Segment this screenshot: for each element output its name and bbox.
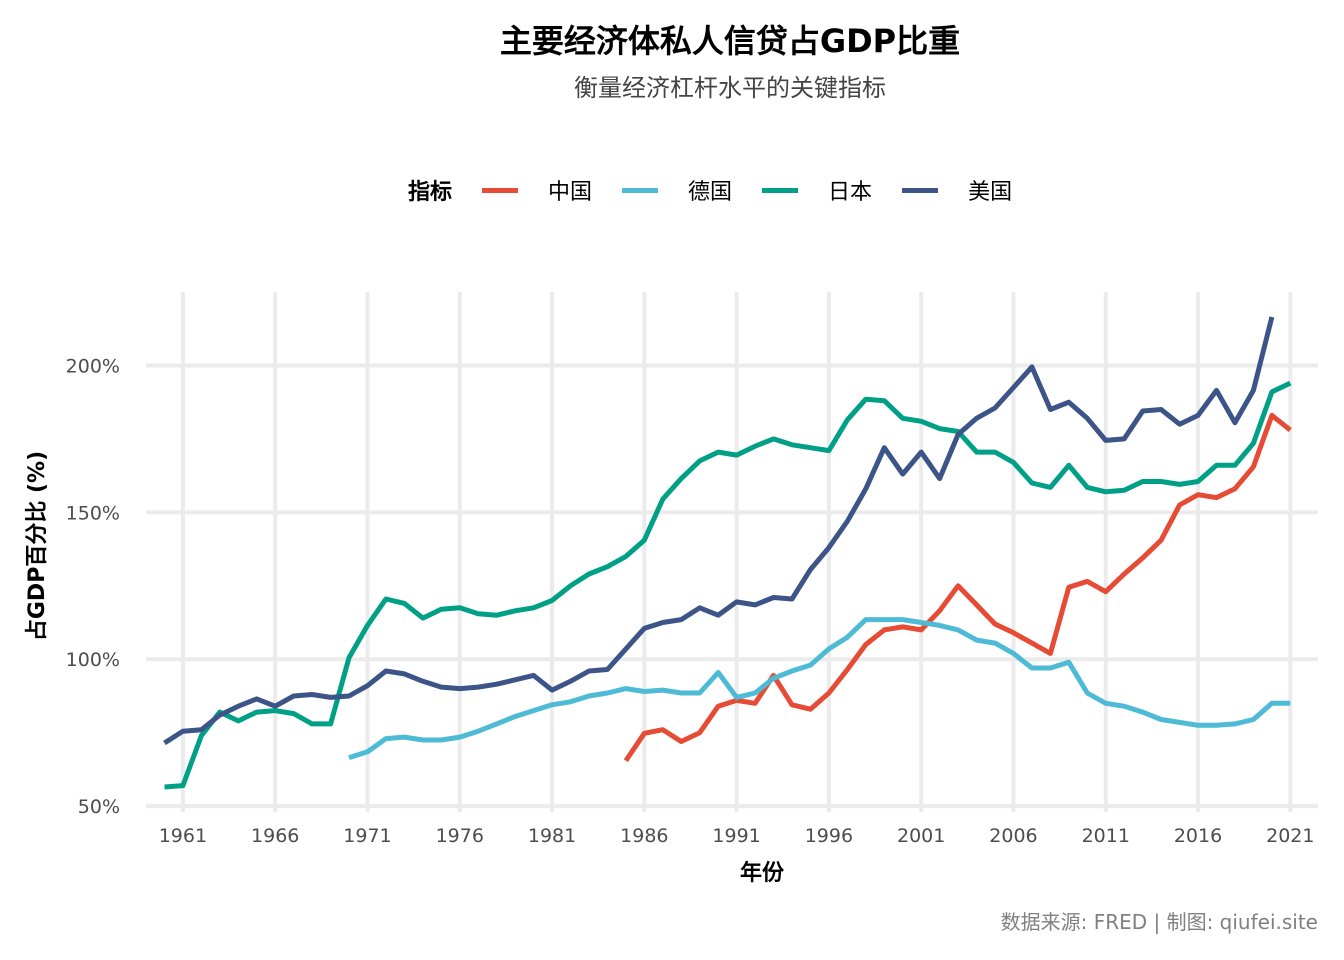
legend-swatch-usa [902,187,939,193]
legend-item-usa: 美国 [902,174,1012,206]
y-axis-title: 占GDP百分比 (%) [25,451,50,641]
x-tick-label: 1981 [528,825,576,847]
legend-label-japan: 日本 [828,180,873,205]
source-caption: 数据来源: FRED | 制图: qiufei.site [1000,910,1318,934]
legend-label-usa: 美国 [968,180,1013,205]
x-tick-label: 1976 [436,825,484,847]
x-tick-label: 2006 [989,825,1037,847]
series-line-japan [164,380,1292,790]
series-line-usa [163,316,1275,746]
x-tick-label: 2021 [1266,825,1314,847]
x-tick-label: 2001 [897,825,945,847]
x-tick-label: 1991 [712,825,760,847]
legend-swatch-china [482,187,519,193]
x-tick-label: 1961 [159,825,207,847]
y-tick-label: 200% [66,355,120,377]
y-tick-label: 50% [78,796,120,818]
legend: 指标 中国 德国 日本 美国 [408,172,1042,208]
legend-title: 指标 [408,180,453,205]
series-line-germany [348,617,1291,760]
series-line-china [623,412,1292,762]
x-tick-label: 1966 [251,825,299,847]
x-tick-label: 2016 [1174,825,1222,847]
legend-label-china: 中国 [548,180,593,205]
legend-label-germany: 德国 [688,180,733,205]
legend-swatch-germany [622,187,659,193]
legend-item-germany: 德国 [622,174,732,206]
chart-title: 主要经济体私人信贷占GDP比重 [499,22,961,60]
x-tick-label: 1986 [620,825,668,847]
x-tick-label: 2011 [1082,825,1130,847]
y-tick-label: 100% [66,649,120,671]
chart-subtitle: 衡量经济杠杆水平的关键指标 [574,74,886,102]
legend-item-china: 中国 [482,174,592,206]
legend-swatch-japan [762,187,799,193]
x-tick-label: 1996 [805,825,853,847]
y-tick-label: 150% [66,502,120,524]
legend-item-japan: 日本 [762,174,872,206]
x-tick-label: 1971 [343,825,391,847]
x-axis-title: 年份 [740,860,785,886]
